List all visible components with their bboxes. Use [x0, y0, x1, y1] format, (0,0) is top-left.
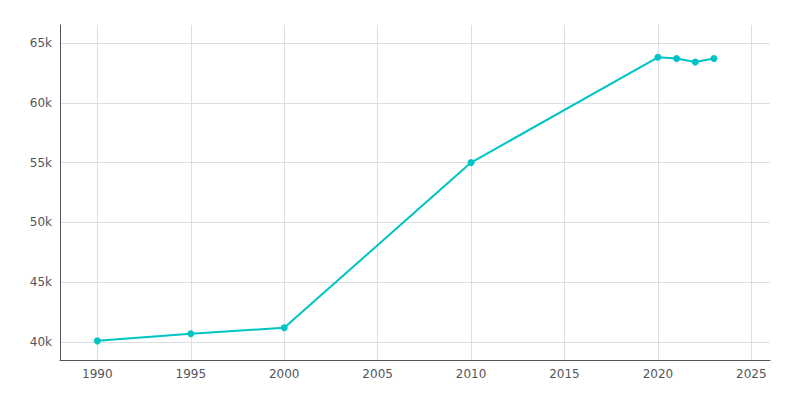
svg-text:2025: 2025: [736, 367, 767, 381]
svg-text:2000: 2000: [269, 367, 300, 381]
svg-text:45k: 45k: [30, 275, 52, 289]
svg-text:50k: 50k: [30, 215, 52, 229]
svg-text:2020: 2020: [643, 367, 674, 381]
svg-text:55k: 55k: [30, 156, 52, 170]
svg-text:2005: 2005: [362, 367, 393, 381]
svg-text:1990: 1990: [82, 367, 113, 381]
svg-text:2015: 2015: [549, 367, 580, 381]
svg-text:40k: 40k: [30, 335, 52, 349]
svg-text:65k: 65k: [30, 36, 52, 50]
svg-text:1995: 1995: [176, 367, 207, 381]
svg-text:2010: 2010: [456, 367, 487, 381]
svg-text:60k: 60k: [30, 96, 52, 110]
